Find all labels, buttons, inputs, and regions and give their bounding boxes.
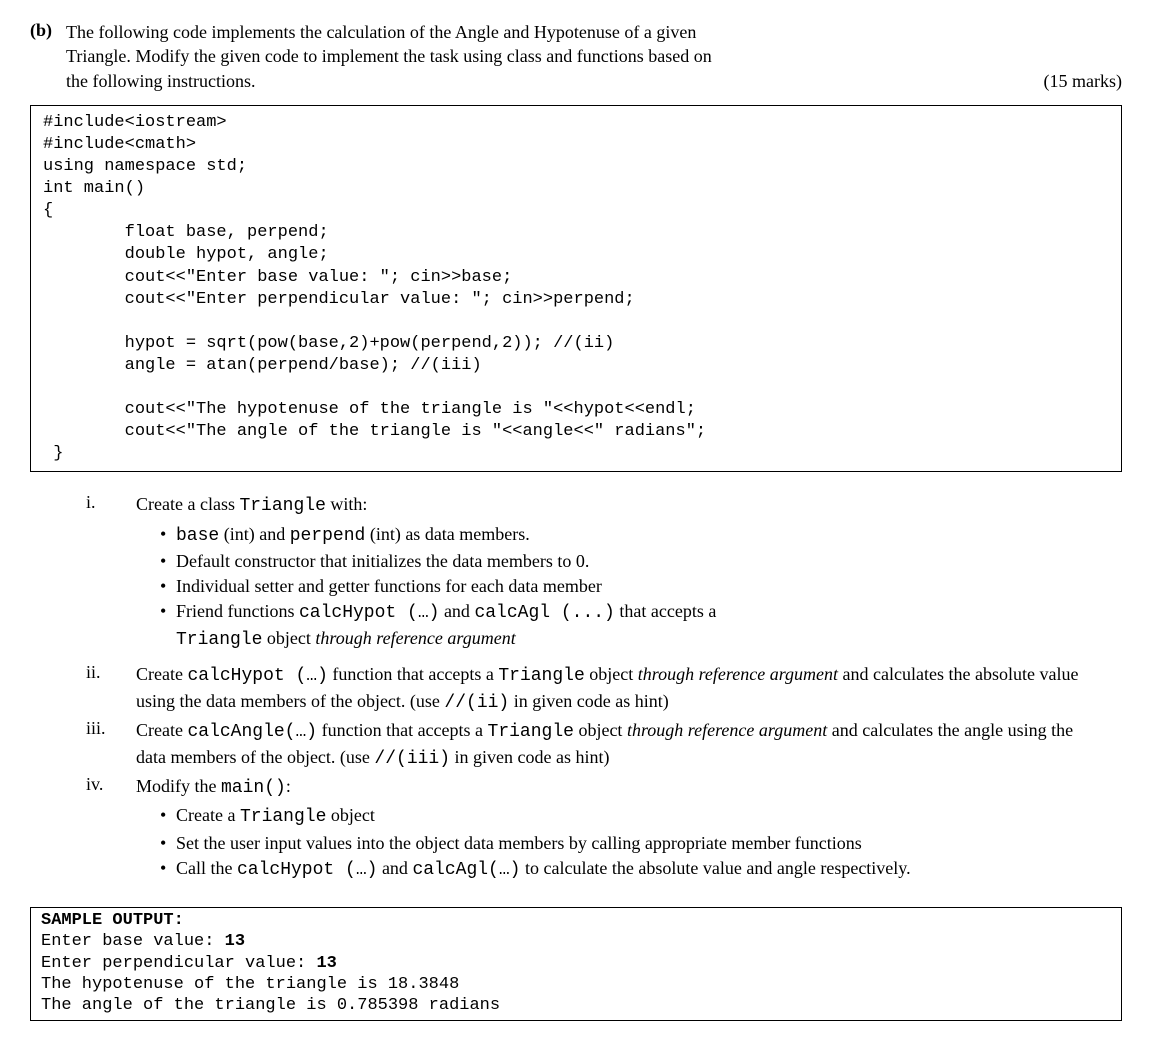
instr-ii: ii. Create calcHypot (…) function that a… <box>80 662 1102 716</box>
i-bullet-4: • Friend functions calcHypot (…) and cal… <box>160 599 1102 653</box>
q-line1: The following code implements the calcul… <box>66 22 696 42</box>
instr-iv-body: Modify the main(): • Create a Triangle o… <box>136 774 1102 889</box>
question-text: The following code implements the calcul… <box>66 20 1122 93</box>
bullet-icon: • <box>160 574 176 599</box>
sample-l2: Enter perpendicular value: 13 <box>41 953 1111 974</box>
i-class: Triangle <box>239 496 325 516</box>
code-l7: double hypot, angle; <box>43 245 329 264</box>
bullet-icon: • <box>160 549 176 574</box>
instr-i: i. Create a class Triangle with: • base … <box>80 492 1102 659</box>
i-text: Create a class <box>136 494 239 514</box>
iv-bullet-1: • Create a Triangle object <box>160 803 1102 830</box>
bullet-icon: • <box>160 599 176 653</box>
iv-bullets: • Create a Triangle object • Set the use… <box>136 803 1102 883</box>
code-l3: using namespace std; <box>43 157 247 176</box>
i-bullet-2: • Default constructor that initializes t… <box>160 549 1102 574</box>
iv-b1: Create a Triangle object <box>176 803 375 830</box>
sample-l4: The angle of the triangle is 0.785398 ra… <box>41 995 1111 1016</box>
code-l9: cout<<"Enter perpendicular value: "; cin… <box>43 290 635 309</box>
instr-iii: iii. Create calcAngle(…) function that a… <box>80 718 1102 772</box>
code-l15: cout<<"The angle of the triangle is "<<a… <box>43 422 706 441</box>
code-l8: cout<<"Enter base value: "; cin>>base; <box>43 268 512 287</box>
instr-iv: iv. Modify the main(): • Create a Triang… <box>80 774 1102 889</box>
i-text2: with: <box>326 494 368 514</box>
instructions: i. Create a class Triangle with: • base … <box>80 492 1102 889</box>
instr-iv-num: iv. <box>80 774 136 889</box>
bullet-icon: • <box>160 522 176 549</box>
i-bullet-3: • Individual setter and getter functions… <box>160 574 1102 599</box>
instr-ii-body: Create calcHypot (…) function that accep… <box>136 662 1102 716</box>
iv-bullet-2: • Set the user input values into the obj… <box>160 831 1102 856</box>
code-l4: int main() <box>43 179 145 198</box>
sample-output-box: SAMPLE OUTPUT: Enter base value: 13 Ente… <box>30 907 1122 1021</box>
i-b4: Friend functions calcHypot (…) and calcA… <box>176 599 716 653</box>
instr-iii-body: Create calcAngle(…) function that accept… <box>136 718 1102 772</box>
i-b3: Individual setter and getter functions f… <box>176 574 602 599</box>
i-bullet-1: • base (int) and perpend (int) as data m… <box>160 522 1102 549</box>
bullet-icon: • <box>160 856 176 883</box>
instr-i-body: Create a class Triangle with: • base (in… <box>136 492 1102 659</box>
instr-iii-num: iii. <box>80 718 136 772</box>
code-l16: } <box>43 444 63 463</box>
sample-title: SAMPLE OUTPUT: <box>41 910 1111 931</box>
code-l6: float base, perpend; <box>43 223 329 242</box>
instr-ii-num: ii. <box>80 662 136 716</box>
code-l1: #include<iostream> <box>43 113 227 132</box>
code-l14: cout<<"The hypotenuse of the triangle is… <box>43 400 696 419</box>
question-label: (b) <box>30 20 66 93</box>
marks-label: (15 marks) <box>1044 69 1122 93</box>
code-l12: angle = atan(perpend/base); //(iii) <box>43 356 482 375</box>
question-header: (b) The following code implements the ca… <box>30 20 1122 93</box>
code-box: #include<iostream> #include<cmath> using… <box>30 105 1122 473</box>
instr-i-num: i. <box>80 492 136 659</box>
i-bullets: • base (int) and perpend (int) as data m… <box>136 522 1102 654</box>
sample-l1: Enter base value: 13 <box>41 931 1111 952</box>
code-l11: hypot = sqrt(pow(base,2)+pow(perpend,2))… <box>43 334 614 353</box>
i-b2: Default constructor that initializes the… <box>176 549 589 574</box>
iv-bullet-3: • Call the calcHypot (…) and calcAgl(…) … <box>160 856 1102 883</box>
sample-l3: The hypotenuse of the triangle is 18.384… <box>41 974 1111 995</box>
q-line2: Triangle. Modify the given code to imple… <box>66 46 712 66</box>
code-l2: #include<cmath> <box>43 135 196 154</box>
bullet-icon: • <box>160 803 176 830</box>
code-l5: { <box>43 201 53 220</box>
iv-b2: Set the user input values into the objec… <box>176 831 862 856</box>
i-b1: base (int) and perpend (int) as data mem… <box>176 522 530 549</box>
bullet-icon: • <box>160 831 176 856</box>
iv-b3: Call the calcHypot (…) and calcAgl(…) to… <box>176 856 911 883</box>
q-line3: the following instructions. <box>66 71 255 91</box>
